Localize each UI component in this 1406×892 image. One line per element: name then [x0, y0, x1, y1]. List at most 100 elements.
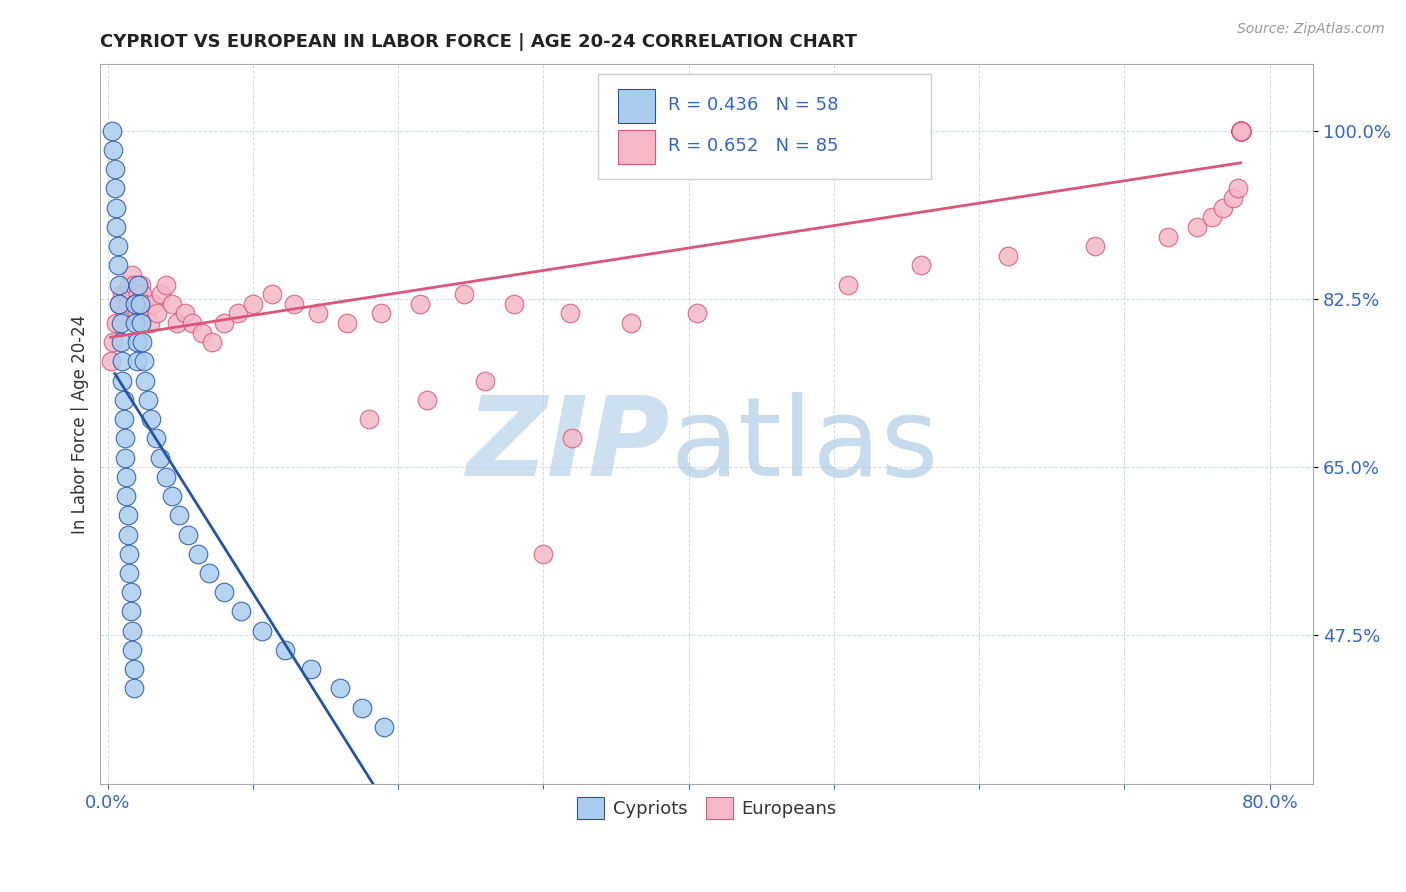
Point [187, 547, 209, 561]
Point [453, 287, 475, 301]
Point [136, 392, 159, 407]
Point [350, 700, 373, 714]
Point [997, 249, 1019, 263]
Point [561, 431, 583, 445]
Point [155, 277, 177, 292]
Point [111, 287, 134, 301]
Text: CYPRIOT VS EUROPEAN IN LABOR FORCE | AGE 20-24 CORRELATION CHART: CYPRIOT VS EUROPEAN IN LABOR FORCE | AGE… [100, 33, 858, 51]
Point [166, 316, 188, 330]
Point [131, 287, 153, 301]
Point [173, 306, 195, 320]
Point [160, 489, 183, 503]
Point [1229, 124, 1251, 138]
Point [283, 297, 305, 311]
Point [1212, 201, 1234, 215]
Point [104, 162, 127, 177]
Point [160, 297, 183, 311]
Point [149, 450, 172, 465]
Point [105, 219, 128, 234]
Point [1229, 124, 1251, 138]
Point [114, 306, 136, 320]
Point [329, 681, 352, 696]
Point [1229, 124, 1251, 138]
Point [1229, 124, 1251, 138]
Point [132, 354, 155, 368]
Point [1229, 124, 1251, 138]
Point [1229, 124, 1251, 138]
Point [1084, 239, 1107, 253]
Point [198, 566, 221, 580]
Point [122, 681, 145, 696]
Point [120, 604, 142, 618]
Point [260, 287, 283, 301]
Point [1229, 124, 1251, 138]
Point [129, 277, 152, 292]
Point [558, 306, 581, 320]
Point [619, 316, 641, 330]
Point [212, 585, 235, 599]
Point [1229, 124, 1251, 138]
Text: R = 0.652   N = 85: R = 0.652 N = 85 [668, 137, 838, 155]
Point [1229, 124, 1251, 138]
Point [117, 527, 139, 541]
Point [336, 316, 359, 330]
Point [120, 585, 142, 599]
Point [1229, 124, 1251, 138]
Point [111, 374, 134, 388]
Point [1229, 124, 1251, 138]
Point [107, 239, 129, 253]
Point [121, 624, 143, 638]
Point [103, 143, 125, 157]
Point [110, 335, 132, 350]
Point [180, 316, 202, 330]
Point [125, 354, 148, 368]
Point [105, 201, 128, 215]
Text: R = 0.436   N = 58: R = 0.436 N = 58 [668, 96, 838, 114]
Point [1229, 124, 1251, 138]
Point [114, 450, 136, 465]
Point [121, 268, 143, 282]
Point [122, 662, 145, 676]
Point [104, 181, 127, 195]
Point [250, 624, 273, 638]
Point [1185, 219, 1208, 234]
Point [1201, 211, 1223, 225]
Text: ZIP: ZIP [467, 392, 671, 500]
Point [1229, 124, 1251, 138]
Point [373, 720, 395, 734]
Point [114, 431, 136, 445]
Point [141, 412, 163, 426]
Point [142, 297, 165, 311]
Point [910, 258, 932, 272]
Point [1229, 124, 1251, 138]
Point [115, 470, 138, 484]
Point [139, 316, 162, 330]
Text: Source: ZipAtlas.com: Source: ZipAtlas.com [1237, 22, 1385, 37]
Point [127, 277, 149, 292]
Point [212, 316, 235, 330]
Point [112, 412, 135, 426]
Point [242, 297, 264, 311]
Point [474, 374, 496, 388]
Point [108, 297, 131, 311]
Point [1229, 124, 1251, 138]
Point [103, 335, 125, 350]
Point [1229, 124, 1251, 138]
Point [1229, 124, 1251, 138]
Point [105, 316, 128, 330]
Point [167, 508, 190, 523]
Point [1226, 181, 1249, 195]
Point [370, 306, 392, 320]
Point [125, 306, 148, 320]
Point [115, 287, 138, 301]
Point [1222, 191, 1244, 205]
Point [129, 316, 152, 330]
Point [686, 306, 709, 320]
Point [837, 277, 859, 292]
Point [150, 287, 173, 301]
Text: atlas: atlas [671, 392, 939, 500]
Point [117, 297, 139, 311]
Point [146, 306, 169, 320]
Point [100, 354, 122, 368]
Point [112, 392, 135, 407]
